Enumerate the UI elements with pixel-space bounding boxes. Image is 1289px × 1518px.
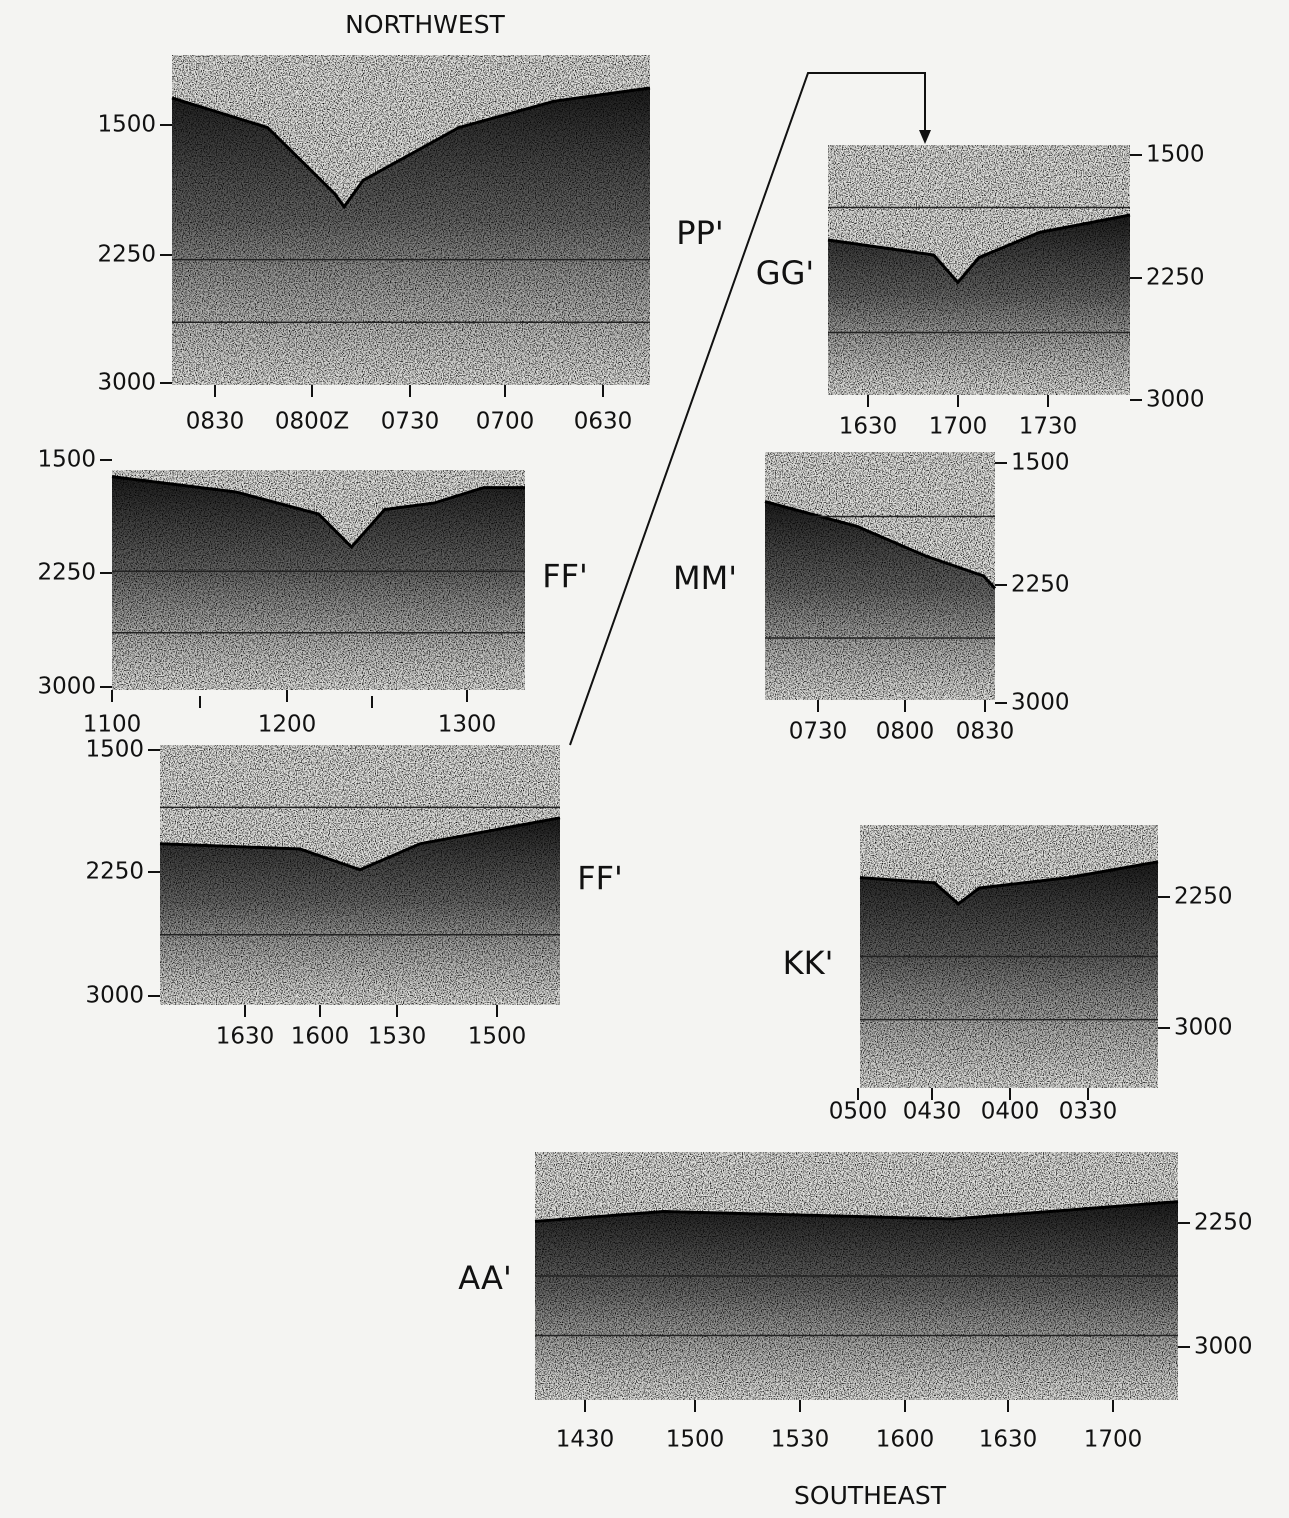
x-tick-label: 0830 [186,409,245,435]
seismic-panel [171,55,651,385]
x-tick-label: 1100 [83,712,142,738]
y-tick-label: 2250 [85,859,144,885]
x-tick-label: 1430 [556,1427,615,1453]
y-tick-label: 2250 [97,242,156,268]
profile-label: PP' [676,214,723,252]
x-tick-label: 1630 [216,1024,275,1050]
profile-label: KK' [783,944,834,982]
x-tick-label: 0830 [956,719,1015,745]
y-tick-label: 1500 [1146,142,1205,168]
x-tick-label: 1730 [1019,414,1078,440]
profile-label: FF' [542,557,588,595]
x-tick-label: 1600 [291,1024,350,1050]
x-tick-label: 1630 [839,414,898,440]
profile-label: FF' [577,859,623,897]
seismic-panel [159,745,561,1005]
y-tick-label: 2250 [1194,1210,1253,1236]
arrow-head [919,130,931,144]
y-tick-label: 3000 [37,674,96,700]
x-tick-label: 1200 [258,712,317,738]
profile-label: MM' [673,559,737,597]
y-tick-label: 1500 [1011,450,1070,476]
x-tick-label: 1600 [876,1427,935,1453]
profile-label: AA' [458,1259,511,1297]
x-tick-label: 0800Z [275,409,349,435]
y-tick-label: 2250 [1174,884,1233,910]
y-tick-label: 2250 [1146,265,1205,291]
y-tick-label: 1500 [97,112,156,138]
x-tick-label: 0730 [789,719,848,745]
seismic-panel [764,452,997,700]
profile-label: GG' [756,254,814,292]
y-tick-label: 3000 [1011,690,1070,716]
x-tick-label: 0800 [876,719,935,745]
y-tick-label: 2250 [1011,572,1070,598]
speckle [160,745,560,1005]
speckle [172,55,650,385]
x-tick-label: 1500 [666,1427,725,1453]
y-tick-label: 1500 [85,737,144,763]
speckle [112,470,525,690]
seismic-panel [111,470,525,690]
y-tick-label: 2250 [37,560,96,586]
x-tick-label: 0400 [981,1099,1040,1125]
x-tick-label: 0430 [903,1099,962,1125]
x-tick-label: 1700 [1084,1427,1143,1453]
x-tick-label: 1700 [929,414,988,440]
x-tick-label: 1500 [468,1024,527,1050]
x-tick-label: 0330 [1059,1099,1118,1125]
seismic-panel [534,1152,1179,1400]
x-tick-label: 0700 [476,409,535,435]
x-tick-label: 0500 [829,1099,888,1125]
y-tick-label: 3000 [97,370,156,396]
y-tick-label: 1500 [37,447,96,473]
speckle [828,145,1130,395]
y-tick-label: 3000 [1174,1015,1233,1041]
y-tick-label: 3000 [85,983,144,1009]
y-tick-label: 3000 [1146,387,1205,413]
connector-line [569,72,926,746]
seismic-panel [859,825,1159,1088]
x-tick-label: 1630 [979,1427,1038,1453]
x-tick-label: 0730 [381,409,440,435]
y-tick-label: 3000 [1194,1334,1253,1360]
seismic-panel [827,145,1131,395]
x-tick-label: 1300 [438,712,497,738]
x-tick-label: 1530 [771,1427,830,1453]
footer-title: SOUTHEAST [794,1481,947,1510]
x-tick-label: 1530 [368,1024,427,1050]
header-title: NORTHWEST [345,10,505,39]
x-tick-label: 0630 [574,409,633,435]
speckle [765,452,995,700]
